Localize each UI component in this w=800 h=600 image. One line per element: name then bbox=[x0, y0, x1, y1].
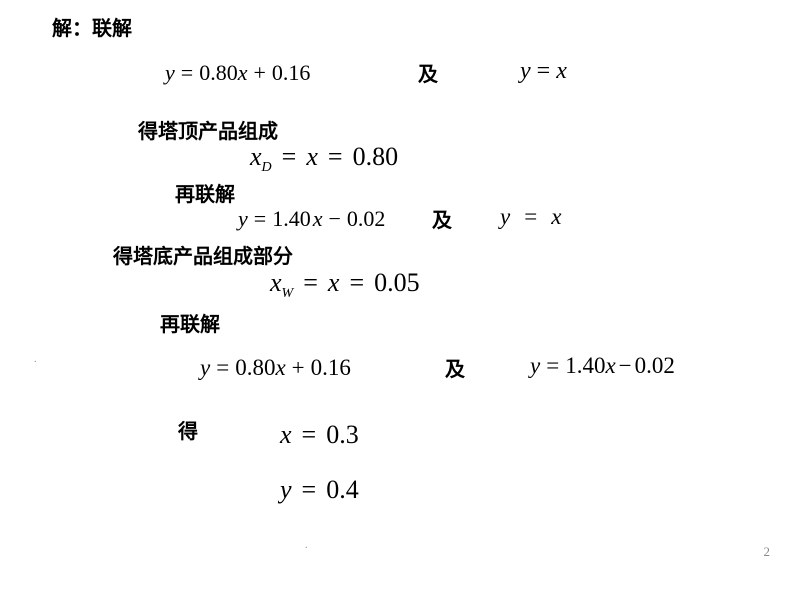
eq2: = bbox=[339, 268, 374, 297]
sub-w: W bbox=[282, 286, 294, 301]
val: 0.4 bbox=[326, 475, 359, 504]
tiny-mark-bottom: . bbox=[305, 540, 308, 551]
eq: = bbox=[531, 58, 557, 84]
plus: + bbox=[247, 60, 271, 85]
text-top-product: 得塔顶产品组成 bbox=[138, 115, 278, 144]
var-x: x bbox=[270, 268, 282, 297]
eq: = bbox=[292, 420, 327, 449]
var-y: y bbox=[200, 355, 210, 380]
text-bottom-product: 得塔底产品组成部分 bbox=[113, 240, 293, 269]
eq: = bbox=[540, 353, 565, 378]
var-x: x bbox=[280, 420, 292, 449]
title: 解：联解 bbox=[52, 12, 132, 41]
coef: 1.40 bbox=[272, 206, 311, 231]
var-x: x bbox=[605, 353, 615, 378]
page-root: 解：联解 y=0.80x+0.16 及 y=x 得塔顶产品组成 xD=x=0.8… bbox=[0, 0, 800, 600]
eq-xd: xD=x=0.80 bbox=[250, 142, 398, 176]
var-x: x bbox=[275, 355, 285, 380]
and-2: 及 bbox=[432, 204, 452, 233]
page-number: 2 bbox=[764, 544, 771, 560]
var-y: y bbox=[280, 475, 292, 504]
eq3-left: y=1.40x−0.02 bbox=[238, 206, 385, 232]
eq: = bbox=[293, 268, 328, 297]
text-result: 得 bbox=[178, 415, 198, 444]
eq1-left: y=0.80x+0.16 bbox=[165, 60, 310, 86]
eq: = bbox=[292, 475, 327, 504]
var-x: x bbox=[250, 142, 262, 171]
var-y: y bbox=[238, 206, 248, 231]
var-x: x bbox=[311, 206, 323, 231]
eq-y: y=0.4 bbox=[280, 475, 359, 505]
val: 0.3 bbox=[326, 420, 359, 449]
var-x: x bbox=[238, 60, 248, 85]
const: 0.16 bbox=[272, 60, 311, 85]
sub-d: D bbox=[262, 160, 272, 175]
const: 0.02 bbox=[635, 353, 675, 378]
var-y: y bbox=[165, 60, 175, 85]
eq-x: x=0.3 bbox=[280, 420, 359, 450]
and-3: 及 bbox=[445, 353, 465, 382]
text-again-1: 再联解 bbox=[175, 178, 235, 207]
eq1-right: y=x bbox=[520, 58, 567, 85]
var-x: x bbox=[551, 204, 561, 229]
var-x2: x bbox=[328, 268, 340, 297]
and-1: 及 bbox=[418, 58, 438, 87]
coef: 0.80 bbox=[235, 355, 275, 380]
val: 0.80 bbox=[353, 142, 399, 171]
eq: = bbox=[510, 204, 551, 229]
minus: − bbox=[322, 206, 346, 231]
tiny-mark-left: . bbox=[34, 354, 37, 365]
coef: 0.80 bbox=[199, 60, 238, 85]
eq: = bbox=[210, 355, 235, 380]
plus: + bbox=[286, 355, 311, 380]
const: 0.02 bbox=[347, 206, 386, 231]
val: 0.05 bbox=[374, 268, 420, 297]
eq5-left: y=0.80x+0.16 bbox=[200, 355, 351, 381]
var-x: x bbox=[556, 58, 567, 84]
eq2: = bbox=[318, 142, 353, 171]
var-y: y bbox=[530, 353, 540, 378]
eq-xw: xW=x=0.05 bbox=[270, 268, 420, 302]
eq: = bbox=[272, 142, 307, 171]
eq: = bbox=[175, 60, 199, 85]
var-x2: x bbox=[306, 142, 318, 171]
eq: = bbox=[248, 206, 272, 231]
var-y: y bbox=[500, 204, 510, 229]
coef: 1.40 bbox=[565, 353, 605, 378]
eq5-right: y=1.40x−0.02 bbox=[530, 353, 675, 379]
var-y: y bbox=[520, 58, 531, 84]
const: 0.16 bbox=[311, 355, 351, 380]
minus: − bbox=[616, 353, 635, 378]
eq3-right: y=x bbox=[500, 204, 561, 230]
text-again-2: 再联解 bbox=[160, 308, 220, 337]
